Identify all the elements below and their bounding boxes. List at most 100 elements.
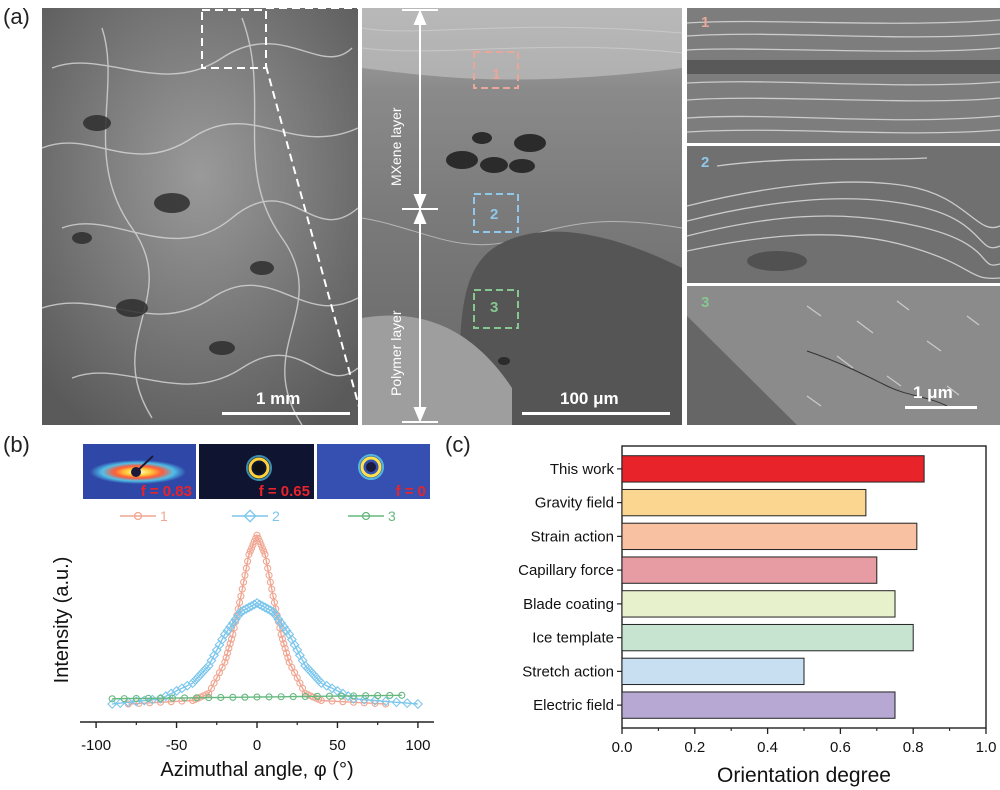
data-point-series-3 bbox=[362, 692, 370, 700]
data-point-series-3 bbox=[193, 694, 201, 702]
data-point-series-2 bbox=[276, 618, 287, 629]
region-marker-1: 1 bbox=[492, 66, 501, 83]
scale-label-left: 1 mm bbox=[256, 389, 301, 408]
data-point-series-1 bbox=[256, 538, 264, 546]
data-point-series-2 bbox=[302, 663, 313, 674]
data-point-series-3 bbox=[229, 693, 237, 701]
data-point-series-2 bbox=[131, 696, 142, 707]
data-point-series-2 bbox=[123, 697, 134, 708]
data-point-series-1 bbox=[238, 585, 246, 593]
data-point-series-2 bbox=[412, 698, 423, 710]
data-point-series-1 bbox=[245, 550, 253, 558]
data-point-series-2 bbox=[313, 675, 324, 686]
inset-1-texture bbox=[687, 8, 1000, 143]
scale-bar-right bbox=[905, 406, 977, 409]
data-point-series-2 bbox=[310, 672, 322, 683]
data-point-series-1 bbox=[225, 644, 233, 652]
data-point-series-3 bbox=[349, 692, 358, 700]
inset-2-texture bbox=[687, 146, 1000, 283]
legend-item-1: 1 bbox=[160, 508, 168, 524]
x-tick-label-c: 0.4 bbox=[757, 739, 778, 756]
data-point-series-2 bbox=[225, 621, 236, 632]
layer-dimension-arrows bbox=[402, 9, 438, 423]
data-point-series-1 bbox=[284, 654, 292, 662]
data-point-series-2 bbox=[380, 696, 391, 707]
data-point-series-3 bbox=[217, 693, 225, 702]
data-point-series-1 bbox=[278, 635, 287, 643]
inset-label-3: 3 bbox=[701, 294, 710, 311]
x-tick-label-b: 50 bbox=[329, 737, 346, 754]
data-point-series-3 bbox=[205, 694, 213, 702]
data-point-series-1 bbox=[244, 557, 252, 565]
x-tick-label-b: -100 bbox=[81, 737, 111, 754]
data-point-series-1 bbox=[257, 541, 265, 549]
data-point-series-1 bbox=[248, 544, 256, 552]
category-label: Blade coating bbox=[523, 596, 614, 613]
region-marker-3: 3 bbox=[490, 299, 499, 316]
x-tick-label-b: 100 bbox=[405, 737, 430, 754]
foam-texture bbox=[42, 8, 358, 425]
legend-b: 1 2 3 bbox=[120, 508, 396, 524]
x-tick-label-c: 1.0 bbox=[976, 739, 997, 756]
mxene-layer-label: MXene layer bbox=[388, 107, 404, 186]
data-point-series-3 bbox=[265, 693, 273, 701]
data-point-series-2 bbox=[278, 621, 289, 632]
plot-frame-c bbox=[621, 445, 987, 729]
data-point-series-3 bbox=[132, 694, 140, 703]
sem-image-cross-section: 1 2 3 MXene layer Polymer layer 100 μm bbox=[362, 8, 682, 425]
data-point-series-2 bbox=[359, 694, 370, 705]
data-point-series-2 bbox=[300, 660, 311, 671]
sem-image-foam: 1 mm bbox=[42, 8, 358, 425]
data-point-series-1 bbox=[281, 644, 289, 652]
x-axis-title-b: Azimuthal angle, φ (°) bbox=[160, 759, 353, 781]
data-point-series-2 bbox=[305, 666, 316, 677]
azimuthal-intensity-chart: 1 2 3 -100 -50 0 50 100 Azimuthal angle, φ (… bbox=[51, 508, 434, 781]
data-point-series-3 bbox=[386, 691, 394, 699]
panel-b-label: (b) bbox=[3, 432, 30, 457]
data-point-series-2 bbox=[190, 675, 201, 686]
data-point-series-2 bbox=[219, 629, 230, 640]
data-point-series-2 bbox=[201, 663, 212, 674]
x-ticks-b: -100 -50 0 50 100 bbox=[81, 722, 430, 754]
data-point-series-1 bbox=[277, 630, 285, 638]
data-point-series-3 bbox=[120, 695, 128, 703]
data-point-series-1 bbox=[241, 571, 249, 579]
x-tick-label-c: 0.2 bbox=[684, 739, 705, 756]
data-point-series-1 bbox=[261, 550, 269, 558]
saxs-pattern-1: f = 0.83 bbox=[83, 444, 196, 499]
sem-inset-2: 2 bbox=[687, 146, 1000, 283]
series-line-3 bbox=[112, 694, 402, 700]
category-label: Strain action bbox=[531, 528, 614, 545]
data-point-series-3 bbox=[301, 692, 309, 701]
category-label: This work bbox=[550, 461, 615, 478]
series-line-1 bbox=[128, 533, 386, 705]
saxs-orientation-label-1: f = 0.83 bbox=[140, 483, 192, 499]
x-tick-label-b: -50 bbox=[166, 737, 188, 754]
data-point-series-1 bbox=[242, 564, 250, 572]
x-tick-label-c: 0.0 bbox=[612, 739, 633, 756]
data-point-series-1 bbox=[240, 578, 248, 586]
data-point-series-1 bbox=[260, 547, 268, 555]
sem-inset-1: 1 bbox=[687, 8, 1000, 143]
bar-capillary-force bbox=[621, 556, 878, 584]
y-axis-title-b: Intensity (a.u.) bbox=[51, 557, 73, 684]
data-point-series-2 bbox=[230, 614, 241, 625]
sem-inset-3: 3 1 μm bbox=[687, 286, 1000, 425]
data-point-series-3 bbox=[289, 693, 297, 701]
data-point-series-1 bbox=[266, 578, 274, 586]
scale-label-right: 1 μm bbox=[913, 383, 953, 402]
data-point-series-2 bbox=[222, 625, 233, 636]
category-label: Ice template bbox=[532, 630, 614, 647]
data-point-series-1 bbox=[265, 571, 273, 579]
data-point-series-3 bbox=[108, 695, 116, 703]
inset-label-2: 2 bbox=[701, 154, 710, 171]
polymer-layer-label: Polymer layer bbox=[388, 310, 404, 396]
x-axis-title-c: Orientation degree bbox=[717, 764, 891, 787]
inset-label-1: 1 bbox=[701, 14, 710, 31]
bar-strain-action bbox=[621, 522, 918, 551]
data-point-series-1 bbox=[258, 544, 266, 552]
data-point-series-2 bbox=[348, 693, 359, 704]
data-point-series-1 bbox=[249, 541, 257, 549]
data-point-series-2 bbox=[281, 625, 292, 636]
data-point-series-2 bbox=[192, 672, 204, 683]
